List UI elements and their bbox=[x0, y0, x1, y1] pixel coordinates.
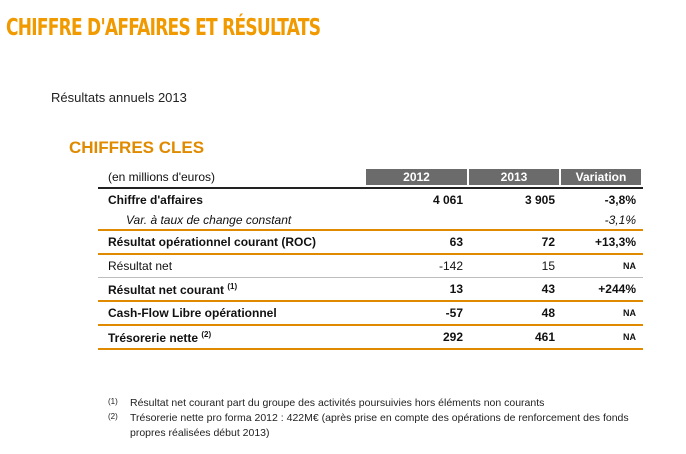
page-title: CHIFFRE D'AFFAIRES ET RÉSULTATS bbox=[6, 15, 321, 41]
footnote-mark: (1) bbox=[108, 397, 118, 406]
footnote-ref: (1) bbox=[227, 281, 238, 291]
header-variation: Variation bbox=[561, 169, 641, 185]
table-row: Cash-Flow Libre opérationnel -57 48 NA bbox=[98, 302, 643, 326]
table-row: Résultat net courant (1) 13 43 +244% bbox=[98, 278, 643, 302]
value-2013: 15 bbox=[541, 259, 555, 273]
table-row: Chiffre d'affaires 4 061 3 905 -3,8% bbox=[98, 187, 643, 211]
value-2013: 461 bbox=[534, 330, 555, 344]
row-label: Résultat net courant (1) bbox=[108, 281, 238, 297]
value-variation: NA bbox=[623, 261, 636, 271]
value-2013: 43 bbox=[541, 282, 555, 296]
value-variation: +244% bbox=[598, 282, 636, 296]
table-row: Résultat net -142 15 NA bbox=[98, 255, 643, 278]
value-2013: 72 bbox=[541, 235, 555, 249]
row-label: Cash-Flow Libre opérationnel bbox=[108, 306, 277, 320]
section-title: CHIFFRES CLES bbox=[69, 138, 205, 157]
row-label: Résultat opérationnel courant (ROC) bbox=[108, 235, 317, 249]
value-2012: 63 bbox=[449, 235, 463, 249]
value-variation: NA bbox=[623, 308, 636, 318]
value-2013: 3 905 bbox=[524, 193, 555, 207]
table-row: Trésorerie nette (2) 292 461 NA bbox=[98, 326, 643, 350]
header-2013: 2013 bbox=[469, 169, 559, 185]
footnote-text: Résultat net courant part du groupe des … bbox=[130, 397, 545, 409]
footnote-mark: (2) bbox=[108, 412, 118, 421]
value-2012: -142 bbox=[438, 259, 463, 273]
page-subtitle: Résultats annuels 2013 bbox=[51, 90, 187, 105]
value-variation: +13,3% bbox=[594, 235, 636, 249]
footnote-ref: (2) bbox=[201, 329, 212, 339]
footnote-text: Trésorerie nette pro forma 2012 : 422M€ … bbox=[130, 412, 629, 439]
key-figures-table: (en millions d'euros) 2012 2013 Variatio… bbox=[98, 167, 643, 350]
footnotes: (1) Résultat net courant part du groupe … bbox=[108, 396, 648, 441]
footnote-2: (2) Trésorerie nette pro forma 2012 : 42… bbox=[108, 411, 648, 441]
row-label: Résultat net bbox=[108, 259, 173, 273]
header-2012: 2012 bbox=[366, 169, 467, 185]
table-row: Résultat opérationnel courant (ROC) 63 7… bbox=[98, 231, 643, 255]
row-label: Var. à taux de change constant bbox=[126, 213, 292, 227]
unit-label: (en millions d'euros) bbox=[108, 170, 215, 184]
table-header-row: (en millions d'euros) 2012 2013 Variatio… bbox=[98, 167, 643, 187]
value-variation: -3,8% bbox=[604, 193, 636, 207]
value-2012: 4 061 bbox=[432, 193, 463, 207]
value-2012: 292 bbox=[442, 330, 463, 344]
value-variation: NA bbox=[623, 332, 636, 342]
row-label: Chiffre d'affaires bbox=[108, 193, 203, 207]
value-2013: 48 bbox=[541, 306, 555, 320]
row-label: Trésorerie nette (2) bbox=[108, 329, 212, 345]
value-2012: 13 bbox=[449, 282, 463, 296]
value-variation: -3,1% bbox=[604, 213, 636, 227]
value-2012: -57 bbox=[445, 306, 463, 320]
footnote-1: (1) Résultat net courant part du groupe … bbox=[108, 396, 648, 411]
table-row: Var. à taux de change constant -3,1% bbox=[98, 211, 643, 231]
